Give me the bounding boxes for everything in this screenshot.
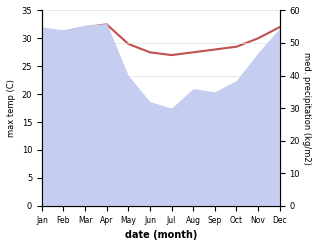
X-axis label: date (month): date (month) <box>125 230 197 240</box>
Y-axis label: med. precipitation (kg/m2): med. precipitation (kg/m2) <box>302 52 311 165</box>
Y-axis label: max temp (C): max temp (C) <box>7 79 16 137</box>
